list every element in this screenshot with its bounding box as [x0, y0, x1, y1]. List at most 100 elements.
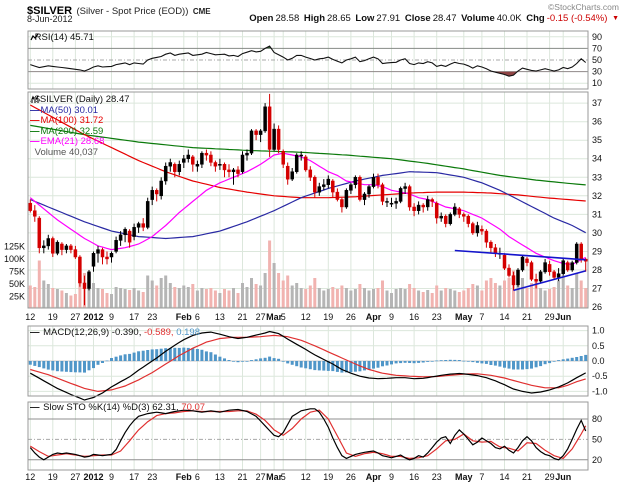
svg-text:19: 19: [48, 312, 58, 322]
svg-text:17: 17: [129, 312, 139, 322]
svg-text:36: 36: [592, 117, 602, 127]
volume-value: 40.0K: [496, 13, 522, 24]
chg-value: -0.15 (-0.54%): [546, 13, 608, 24]
svg-text:19: 19: [323, 472, 333, 482]
trendline-1: [454, 249, 586, 261]
svg-text:31: 31: [592, 209, 602, 219]
svg-text:21: 21: [237, 312, 247, 322]
svg-text:29: 29: [592, 247, 602, 257]
low-value: 27.91: [376, 13, 401, 24]
rsi-panel: [28, 31, 588, 89]
volume-axis-labels: 125K 100K 75K 50K 25K: [4, 242, 25, 302]
sto-value-d: 70.07: [181, 402, 206, 413]
svg-text:21: 21: [237, 472, 247, 482]
rsi-legend: RSI(14) 45.71: [30, 32, 94, 44]
volume-bars: [28, 240, 588, 308]
price-legend-volume: Volume 40,037: [30, 97, 130, 159]
svg-text:May: May: [455, 472, 473, 482]
price-axis-labels: 37 36 35 34 33 32 31 30 29 28 27 26: [592, 98, 602, 312]
svg-text:23: 23: [432, 472, 442, 482]
high-label: High: [303, 13, 325, 24]
chg-label: Chg: [526, 13, 545, 24]
svg-text:9: 9: [109, 472, 114, 482]
ema21-line: [29, 152, 586, 266]
svg-text:13: 13: [215, 472, 225, 482]
svg-text:Feb: Feb: [176, 312, 193, 322]
high-value: 28.65: [327, 13, 351, 24]
down-arrow-icon: ▼: [612, 15, 619, 22]
svg-text:33: 33: [592, 172, 602, 182]
svg-text:19: 19: [323, 312, 333, 322]
svg-text:5: 5: [281, 312, 286, 322]
symbol-description: (Silver - Spot Price (EOD)): [76, 6, 189, 17]
svg-text:-1.0: -1.0: [592, 386, 608, 396]
sto-panel: [28, 402, 588, 470]
svg-text:28: 28: [592, 265, 602, 275]
price-legend: $SILVER (Daily) 28.47 — MA(50) 30.01 — MA(…: [30, 94, 130, 159]
price-legend-ma50: — MA(50) 30.01: [30, 104, 99, 116]
close-value: 28.47: [432, 13, 457, 24]
svg-text:27: 27: [70, 472, 80, 482]
low-label: Low: [355, 13, 375, 24]
svg-text:12: 12: [301, 472, 311, 482]
sto-k-line: [29, 408, 587, 461]
rsi-legend-label: RSI(14) 45.71: [34, 32, 94, 43]
svg-text:1.0: 1.0: [592, 326, 605, 336]
close-label: Close: [404, 13, 431, 24]
macd-histogram: [28, 347, 588, 373]
svg-text:80: 80: [592, 414, 602, 424]
sto-axis-labels: 80 50 20: [592, 414, 602, 465]
svg-text:20: 20: [592, 455, 602, 465]
price-legend-ma100: — MA(100) 31.72: [30, 115, 104, 126]
svg-text:35: 35: [592, 135, 602, 145]
sto-legend: — Slow STO %K(14) %D(3) 62.31, 70.07: [30, 402, 206, 413]
svg-text:Mar: Mar: [266, 472, 283, 482]
svg-text:2012: 2012: [83, 312, 103, 322]
svg-text:0.0: 0.0: [592, 356, 605, 366]
open-value: 28.58: [275, 13, 300, 24]
svg-text:70: 70: [592, 43, 602, 53]
svg-text:12: 12: [25, 312, 35, 322]
svg-text:Mar: Mar: [266, 312, 283, 322]
svg-text:Apr: Apr: [366, 312, 382, 322]
svg-text:19: 19: [48, 472, 58, 482]
svg-text:14: 14: [499, 312, 509, 322]
svg-text:17: 17: [129, 472, 139, 482]
trendline-2: [513, 270, 586, 292]
price-legend-ma200: — MA(200) 32.59: [30, 125, 104, 137]
svg-text:125K: 125K: [4, 242, 25, 252]
svg-text:26: 26: [592, 302, 602, 312]
svg-text:16: 16: [409, 312, 419, 322]
svg-text:26: 26: [346, 472, 356, 482]
rsi-line: [30, 45, 587, 77]
svg-text:23: 23: [432, 312, 442, 322]
svg-text:5: 5: [281, 472, 286, 482]
svg-text:12: 12: [25, 472, 35, 482]
price-legend-ema21: — EMA(21) 28.68: [30, 136, 105, 147]
svg-text:7: 7: [479, 312, 484, 322]
svg-text:75K: 75K: [9, 267, 25, 277]
svg-text:May: May: [455, 312, 473, 322]
ma50-line: [30, 171, 586, 240]
svg-text:23: 23: [147, 472, 157, 482]
svg-text:6: 6: [195, 312, 200, 322]
candlesticks: [28, 93, 588, 306]
svg-text:9: 9: [389, 472, 394, 482]
svg-text:26: 26: [346, 312, 356, 322]
svg-text:50: 50: [592, 434, 602, 444]
open-label: Open: [249, 13, 274, 24]
quote-bar: Open 28.58 High 28.65 Low 27.91 Close 28.47 …: [247, 13, 619, 24]
sto-d-line: [29, 409, 587, 460]
svg-text:27: 27: [70, 312, 80, 322]
svg-text:29: 29: [545, 472, 555, 482]
svg-text:32: 32: [592, 191, 602, 201]
svg-text:12: 12: [301, 312, 311, 322]
svg-text:90: 90: [592, 32, 602, 42]
macd-value-3: 0.198: [176, 327, 200, 338]
copyright: ©StockCharts.com: [548, 2, 619, 12]
macd-value-1: -0.390,: [111, 327, 142, 338]
svg-text:16: 16: [409, 472, 419, 482]
